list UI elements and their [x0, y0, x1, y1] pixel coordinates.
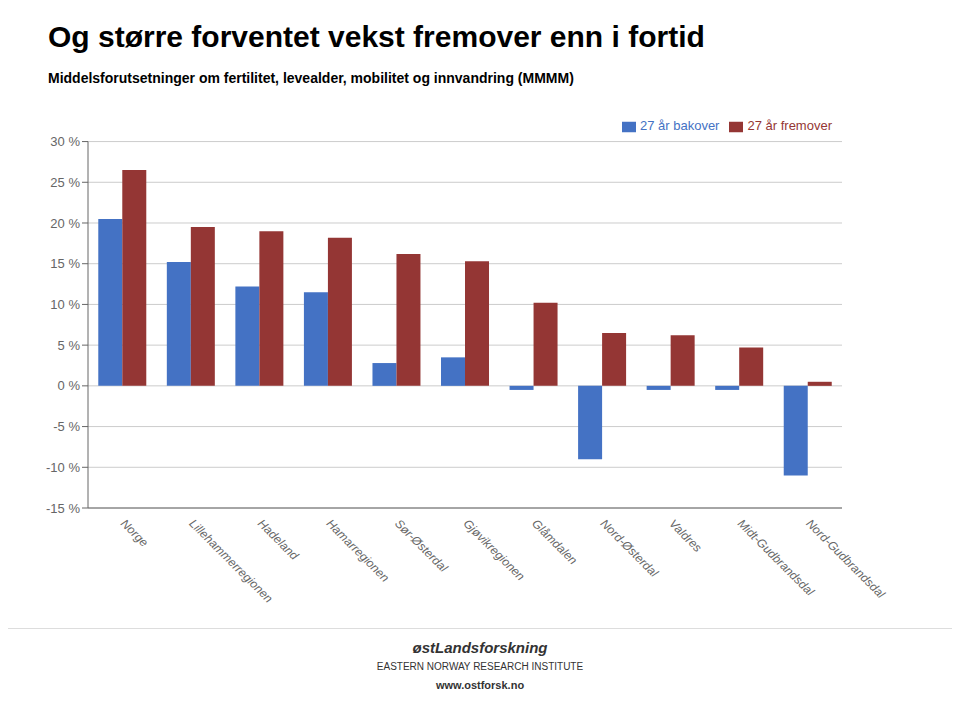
svg-text:Nord-Østerdal: Nord-Østerdal	[598, 516, 661, 579]
html-text:EASTERN NORWAY RESEARCH INSTIT: EASTERN NORWAY RESEARCH INSTITUTE	[376, 660, 584, 672]
svg-text:10 %: 10 %	[50, 297, 80, 312]
svg-text:5 %: 5 %	[58, 338, 81, 353]
html-text:Middelsforutsetninger om ferti: Middelsforutsetninger om fertilitet, lev…	[48, 70, 574, 86]
html-text:www.ostforsk.no: www.ostforsk.no	[435, 678, 525, 691]
svg-text:15 %: 15 %	[50, 256, 80, 271]
svg-text:Gjøvikregionen: Gjøvikregionen	[461, 516, 528, 583]
svg-text:-5 %: -5 %	[53, 419, 80, 434]
svg-text:Midt-Gudbrandsdal: Midt-Gudbrandsdal	[735, 516, 817, 598]
svg-text:Valdres: Valdres	[666, 516, 704, 554]
svg-text:25 %: 25 %	[50, 175, 80, 190]
html-text:27 år fremover: 27 år fremover	[747, 118, 832, 133]
svg-text:-10 %: -10 %	[46, 460, 80, 475]
svg-text:Sør-Østerdal: Sør-Østerdal	[392, 516, 451, 575]
svg-text:0 %: 0 %	[58, 378, 81, 393]
svg-text:Hadeland: Hadeland	[255, 516, 301, 562]
svg-text:20 %: 20 %	[50, 216, 80, 231]
svg-text:Nord-Gudbrandsdal: Nord-Gudbrandsdal	[803, 516, 888, 601]
svg-text:-15 %: -15 %	[46, 501, 80, 516]
svg-text:Norge: Norge	[118, 516, 151, 549]
html-text:Og større forventet vekst frem: Og større forventet vekst fremover enn i…	[48, 20, 705, 53]
svg-text:Hamarregionen: Hamarregionen	[324, 516, 393, 585]
svg-text:30 %: 30 %	[50, 134, 80, 149]
svg-text:Glåmdalen: Glåmdalen	[529, 516, 580, 567]
html-text:østLandsforskning: østLandsforskning	[412, 638, 548, 656]
svg-text:Lillehammerregionen: Lillehammerregionen	[186, 516, 276, 606]
html-text:27 år bakover: 27 år bakover	[640, 118, 720, 133]
